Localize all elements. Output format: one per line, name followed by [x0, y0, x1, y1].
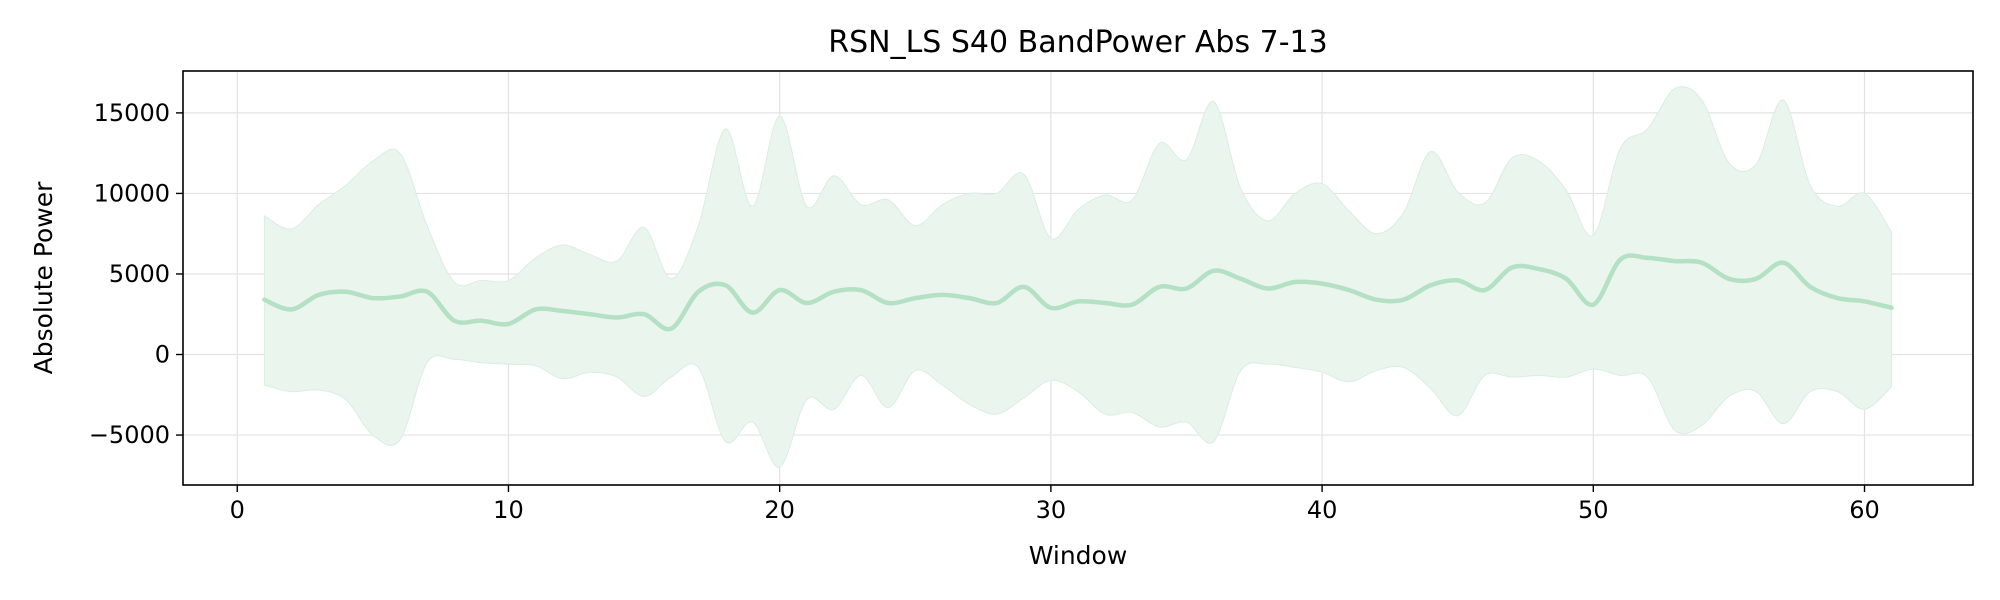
mean-line: [262, 253, 1894, 332]
y-tick-label: 5000: [109, 260, 170, 288]
plot-frame: [182, 70, 1974, 486]
y-tick-label: 15000: [94, 99, 170, 127]
tick-layer: 0 10 20 30 40 50 60 −5000 0 5000 10000 15000: [89, 99, 1880, 524]
x-tick-label: 10: [493, 496, 524, 524]
x-tick-label: 50: [1578, 496, 1609, 524]
x-axis-title: Window: [1029, 541, 1128, 570]
y-axis-title: Absolute Power: [29, 181, 58, 375]
x-tick-label: 60: [1849, 496, 1880, 524]
x-tick-label: 30: [1036, 496, 1067, 524]
chart-title: RSN_LS S40 BandPower Abs 7-13: [828, 25, 1327, 60]
x-tick-label: 0: [230, 496, 245, 524]
std-band: [263, 86, 1893, 468]
y-tick-label: 10000: [94, 179, 170, 207]
line-layer: [262, 253, 1894, 332]
y-tick-label: −5000: [89, 421, 170, 449]
x-tick-label: 40: [1307, 496, 1338, 524]
x-tick-label: 20: [764, 496, 795, 524]
band-layer: [263, 86, 1893, 468]
y-tick-label: 0: [155, 341, 170, 369]
